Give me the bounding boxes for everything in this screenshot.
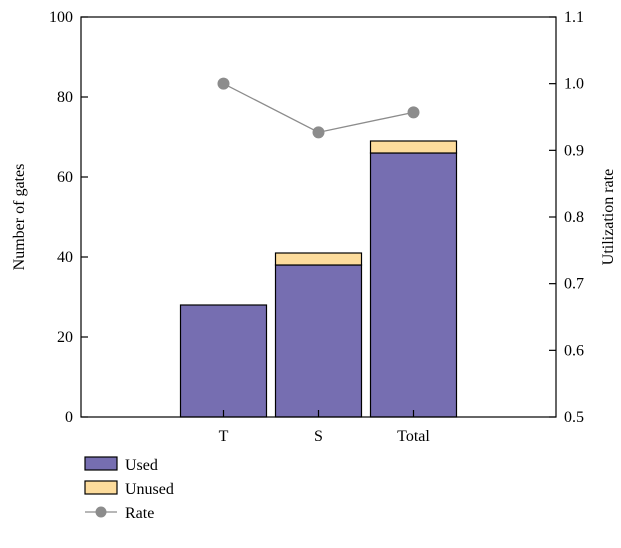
- legend-swatch-unused: [84, 480, 118, 495]
- x-tick-label: Total: [397, 428, 430, 445]
- legend-label-used: Used: [125, 457, 158, 474]
- y2-tick-label: 0.9: [564, 142, 584, 159]
- rate-line-group: [217, 77, 420, 139]
- y-tick-label: 100: [49, 9, 73, 26]
- rate-line: [223, 83, 414, 134]
- bar-used-t: [179, 304, 268, 418]
- y2-tick-label: 0.7: [564, 276, 584, 293]
- bar-used-total: [369, 152, 458, 418]
- y2-tick-label: 1.1: [564, 9, 584, 26]
- rate-point-t: [217, 77, 230, 90]
- y2-tick-label: 0.8: [564, 209, 584, 226]
- y-tick-label: 80: [57, 89, 73, 106]
- legend: Used Unused Rate: [84, 456, 174, 522]
- legend-swatch-used: [84, 456, 118, 471]
- bar-unused-total: [369, 140, 458, 154]
- x-tick-label: S: [314, 428, 323, 445]
- y-tick-label: 60: [57, 169, 73, 186]
- bar-unused-s: [274, 252, 363, 266]
- bars-group: [179, 140, 458, 418]
- right-axis-ticks: 0.5 0.6 0.7 0.8 0.9 1.0 1.1: [549, 9, 584, 426]
- y2-tick-label: 1.0: [564, 76, 584, 93]
- legend-label-unused: Unused: [125, 481, 174, 498]
- x-axis-ticks: T S Total: [219, 410, 430, 445]
- left-axis-ticks: 0 20 40 60 80 100: [49, 9, 88, 426]
- bar-used-s: [274, 264, 363, 418]
- rate-point-s: [312, 126, 325, 139]
- y-tick-label: 40: [57, 249, 73, 266]
- x-tick-label: T: [219, 428, 229, 445]
- y-axis-label: Number of gates: [11, 164, 28, 271]
- y2-tick-label: 0.6: [564, 342, 584, 359]
- y-tick-label: 20: [57, 329, 73, 346]
- y2-tick-label: 0.5: [564, 409, 584, 426]
- legend-marker-rate: [95, 506, 107, 518]
- y-tick-label: 0: [65, 409, 73, 426]
- rate-point-total: [407, 106, 420, 119]
- legend-label-rate: Rate: [125, 505, 154, 522]
- y2-axis-label: Utilization rate: [600, 169, 617, 265]
